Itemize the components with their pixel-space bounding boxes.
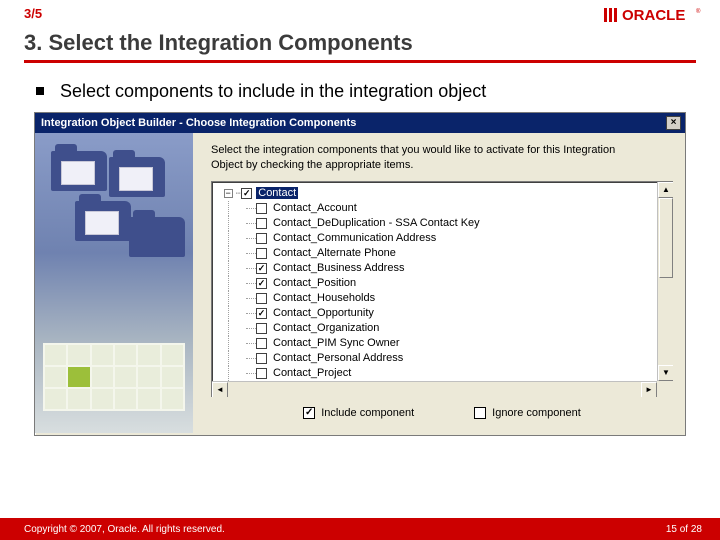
tree-row[interactable]: Contact_PIM Sync Owner bbox=[218, 336, 671, 351]
checkbox[interactable] bbox=[256, 323, 267, 334]
svg-text:®: ® bbox=[696, 8, 701, 15]
tree-root-row[interactable]: − ┈ Contact bbox=[218, 186, 671, 201]
legend-ignore-label: Ignore component bbox=[492, 407, 581, 419]
scroll-right-icon[interactable]: ► bbox=[641, 382, 657, 397]
copyright: Copyright © 2007, Oracle. All rights res… bbox=[24, 524, 225, 535]
scroll-corner bbox=[657, 381, 673, 397]
instruction-text: Select the integration components that y… bbox=[211, 143, 673, 173]
scrollbar-horizontal[interactable]: ◄ ► bbox=[212, 381, 657, 397]
legend-include: Include component bbox=[303, 407, 414, 419]
tree-row[interactable]: Contact_Organization bbox=[218, 321, 671, 336]
tree-inner: − ┈ Contact Contact_Account Contact_DeDup… bbox=[212, 182, 673, 385]
checkbox[interactable] bbox=[256, 248, 267, 259]
close-button[interactable]: × bbox=[666, 116, 681, 130]
dialog-title: Integration Object Builder - Choose Inte… bbox=[41, 117, 356, 129]
dialog-body: Select the integration components that y… bbox=[35, 133, 685, 435]
tree-row[interactable]: Contact_Alternate Phone bbox=[218, 246, 671, 261]
tree-node-label[interactable]: Contact_DeDuplication - SSA Contact Key bbox=[271, 217, 482, 229]
title-rule bbox=[24, 60, 696, 63]
legend-ignore-icon bbox=[474, 407, 486, 419]
dialog-content: Select the integration components that y… bbox=[193, 133, 685, 435]
page-indicator: 15 of 28 bbox=[666, 524, 702, 535]
tree-row[interactable]: Contact_Personal Address bbox=[218, 351, 671, 366]
legend-include-label: Include component bbox=[321, 407, 414, 419]
tree-node-label[interactable]: Contact_Opportunity bbox=[271, 307, 376, 319]
checkbox[interactable] bbox=[256, 338, 267, 349]
checkbox[interactable] bbox=[256, 203, 267, 214]
checkbox[interactable] bbox=[256, 308, 267, 319]
tree-node-label[interactable]: Contact_Position bbox=[271, 277, 358, 289]
step-indicator: 3/5 bbox=[24, 6, 42, 21]
checkbox[interactable] bbox=[256, 353, 267, 364]
checkbox[interactable] bbox=[256, 293, 267, 304]
scroll-left-icon[interactable]: ◄ bbox=[212, 382, 228, 397]
legend-include-icon bbox=[303, 407, 315, 419]
svg-text:ORACLE: ORACLE bbox=[622, 7, 685, 24]
tree-node-label[interactable]: Contact_Account bbox=[271, 202, 359, 214]
tree-node-label[interactable]: Contact_Alternate Phone bbox=[271, 247, 398, 259]
checkbox[interactable] bbox=[256, 368, 267, 379]
tree-row[interactable]: Contact_Communication Address bbox=[218, 231, 671, 246]
tree-node-label[interactable]: Contact_Communication Address bbox=[271, 232, 438, 244]
tree-row[interactable]: Contact_Opportunity bbox=[218, 306, 671, 321]
tree-row[interactable]: Contact_Households bbox=[218, 291, 671, 306]
tree-node-label[interactable]: Contact_Project bbox=[271, 367, 353, 379]
dialog-container: Integration Object Builder - Choose Inte… bbox=[0, 112, 720, 436]
wizard-graphic bbox=[35, 133, 193, 433]
legend-ignore: Ignore component bbox=[474, 407, 581, 419]
tree-row[interactable]: Contact_DeDuplication - SSA Contact Key bbox=[218, 216, 671, 231]
tree-row[interactable]: Contact_Position bbox=[218, 276, 671, 291]
tree-row[interactable]: Contact_Project bbox=[218, 366, 671, 381]
scrollbar-vertical[interactable]: ▲ ▼ bbox=[657, 182, 673, 381]
tree-row[interactable]: Contact_Account bbox=[218, 201, 671, 216]
slide-title: 3. Select the Integration Components bbox=[24, 30, 696, 56]
tree-node-label[interactable]: Contact_Organization bbox=[271, 322, 381, 334]
component-tree: − ┈ Contact Contact_Account Contact_DeDup… bbox=[211, 181, 673, 397]
tree-node-label[interactable]: Contact_PIM Sync Owner bbox=[271, 337, 402, 349]
checkbox[interactable] bbox=[256, 233, 267, 244]
bullet-icon bbox=[36, 87, 44, 95]
oracle-logo: ORACLE ® bbox=[604, 6, 704, 24]
title-area: 3. Select the Integration Components bbox=[0, 24, 720, 67]
legend: Include component Ignore component bbox=[211, 397, 673, 427]
checkbox[interactable] bbox=[256, 263, 267, 274]
dialog-titlebar: Integration Object Builder - Choose Inte… bbox=[35, 113, 685, 133]
body-text: Select components to include in the inte… bbox=[0, 67, 720, 112]
checkbox-root[interactable] bbox=[241, 188, 252, 199]
slide-header: 3/5 ORACLE ® bbox=[0, 0, 720, 24]
tree-node-label[interactable]: Contact_Business Address bbox=[271, 262, 406, 274]
expand-icon[interactable]: − bbox=[224, 189, 233, 198]
scroll-up-icon[interactable]: ▲ bbox=[658, 182, 673, 198]
slide-footer: Copyright © 2007, Oracle. All rights res… bbox=[0, 518, 720, 540]
tree-node-label[interactable]: Contact_Households bbox=[271, 292, 377, 304]
tree-root-label[interactable]: Contact bbox=[256, 187, 298, 199]
integration-dialog: Integration Object Builder - Choose Inte… bbox=[34, 112, 686, 436]
checkbox[interactable] bbox=[256, 218, 267, 229]
tree-row[interactable]: Contact_Business Address bbox=[218, 261, 671, 276]
bullet-line: Select components to include in the inte… bbox=[60, 81, 696, 102]
tree-node-label[interactable]: Contact_Personal Address bbox=[271, 352, 405, 364]
checkbox[interactable] bbox=[256, 278, 267, 289]
scroll-down-icon[interactable]: ▼ bbox=[658, 365, 673, 381]
